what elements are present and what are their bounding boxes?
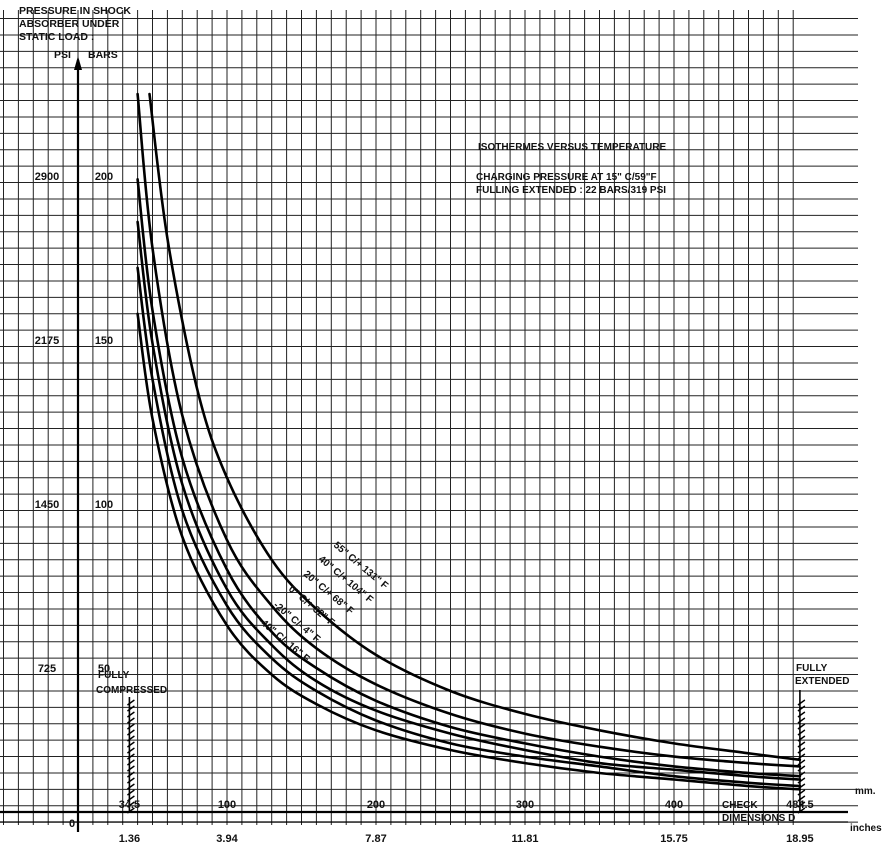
fully-extended-hatch bbox=[797, 801, 806, 808]
x-axis-title-line-2: DIMENSIONS D bbox=[722, 813, 795, 824]
fully-compressed-label-line-1: FULLY bbox=[98, 670, 130, 681]
x-tick-label-inches: 7.87 bbox=[365, 833, 386, 845]
fully-compressed-hatch bbox=[126, 741, 135, 748]
fully-compressed-hatch bbox=[126, 711, 135, 718]
fully-extended-pressure-note: FULLING EXTENDED : 22 BARS/319 PSI bbox=[476, 185, 666, 196]
y-tick-label-psi: 2900 bbox=[35, 171, 59, 183]
x-tick-label-mm: 34.5 bbox=[119, 799, 140, 811]
fully-extended-hatch bbox=[797, 789, 806, 796]
fully-compressed-hatch bbox=[126, 789, 135, 796]
isotherm-curve-5 bbox=[136, 266, 802, 788]
series-labels: 55" C/+ 131" F40" C/+ 104" F20" C/+ 68" … bbox=[256, 540, 390, 665]
y-tick-label-bars: 150 bbox=[95, 335, 113, 347]
fully-compressed-hatch bbox=[126, 723, 135, 730]
chart-axes bbox=[0, 56, 848, 832]
fully-compressed-hatch bbox=[126, 801, 135, 808]
x-tick-label-mm: 300 bbox=[516, 799, 534, 811]
fully-extended-hatch bbox=[797, 711, 806, 718]
isotherm-curve-1 bbox=[148, 92, 802, 762]
x-origin-label: 0 bbox=[69, 818, 75, 830]
y-axis-title-line-3: STATIC LOAD : bbox=[19, 31, 94, 43]
fully-extended-hatch bbox=[797, 729, 806, 736]
fully-extended-hatch bbox=[797, 747, 806, 754]
fully-extended-hatch bbox=[797, 759, 806, 766]
tick-labels: 200290015021751001450507258034.510020030… bbox=[35, 171, 814, 845]
isotherm-curve-3 bbox=[136, 178, 802, 778]
fully-compressed-hatch bbox=[126, 705, 135, 712]
x-unit-inches: inches bbox=[850, 823, 882, 834]
fully-extended-hatch bbox=[797, 717, 806, 724]
isotherm-curve-2 bbox=[136, 92, 802, 768]
fully-extended-hatch bbox=[797, 735, 806, 742]
fully-extended-label-line-2: EXTENDED bbox=[795, 676, 849, 687]
fully-extended-hatch bbox=[797, 771, 806, 778]
fully-extended-hatch bbox=[797, 795, 806, 802]
y-axis-title-line-1: PRESSURE IN SHOCK bbox=[19, 5, 131, 17]
x-tick-label-mm: 200 bbox=[367, 799, 385, 811]
fully-compressed-hatch bbox=[126, 747, 135, 754]
fully-compressed-hatch bbox=[126, 699, 135, 706]
fully-extended-hatch bbox=[797, 753, 806, 760]
y-tick-label-psi: 725 bbox=[38, 663, 56, 675]
x-tick-label-inches: 1.36 bbox=[119, 833, 140, 845]
x-tick-label-inches: 11.81 bbox=[512, 833, 539, 845]
chart-title-annotation: ISOTHERMES VERSUS TEMPERATURE bbox=[478, 142, 666, 153]
x-tick-label-mm: 484.5 bbox=[786, 799, 814, 811]
x-tick-label-inches: 18.95 bbox=[786, 833, 814, 845]
y-unit-psi: PSI bbox=[54, 49, 71, 61]
fully-extended-hatch bbox=[797, 723, 806, 730]
y-tick-label-bars: 50 bbox=[98, 663, 110, 675]
isotherm-curve-4 bbox=[136, 220, 802, 781]
x-unit-mm: mm. bbox=[855, 786, 876, 797]
fully-compressed-hatch bbox=[126, 771, 135, 778]
fully-extended-hatch bbox=[797, 705, 806, 712]
y-axis-title-line-2: ABSORBER UNDER bbox=[19, 18, 120, 30]
y-unit-bars: BARS bbox=[88, 49, 118, 61]
fully-compressed-hatch bbox=[126, 765, 135, 772]
fully-compressed-hatch bbox=[126, 717, 135, 724]
isotherm-curve-6 bbox=[136, 312, 802, 791]
chart-labels: PRESSURE IN SHOCK ABSORBER UNDER STATIC … bbox=[19, 5, 882, 834]
isotherm-curves bbox=[136, 92, 802, 791]
fully-compressed-hatch bbox=[126, 753, 135, 760]
series-label-2: 40" C/+ 104" F bbox=[316, 554, 375, 606]
x-tick-label-inches: 15.75 bbox=[660, 833, 688, 845]
fully-extended-label-line-1: FULLY bbox=[796, 663, 828, 674]
fully-compressed-hatch bbox=[126, 759, 135, 766]
fully-compressed-hatch bbox=[126, 807, 135, 814]
y-tick-label-psi: 1450 bbox=[35, 499, 59, 511]
y-tick-label-bars: 100 bbox=[95, 499, 113, 511]
fully-compressed-label-line-2: COMPRESSED bbox=[96, 685, 167, 696]
fully-extended-hatch bbox=[797, 765, 806, 772]
fully-compressed-hatch bbox=[126, 735, 135, 742]
y-tick-label-bars: 200 bbox=[95, 171, 113, 183]
fully-compressed-hatch bbox=[126, 777, 135, 784]
fully-compressed-hatch bbox=[126, 795, 135, 802]
charging-pressure-note: CHARGING PRESSURE AT 15" C/59"F bbox=[476, 172, 657, 183]
x-tick-label-mm: 100 bbox=[218, 799, 236, 811]
x-tick-label-inches: 3.94 bbox=[216, 833, 238, 845]
fully-extended-hatch bbox=[797, 741, 806, 748]
end-stop-hatches bbox=[126, 690, 806, 814]
fully-extended-hatch bbox=[797, 777, 806, 784]
y-axis-arrowhead bbox=[74, 56, 82, 70]
fully-compressed-hatch bbox=[126, 729, 135, 736]
fully-compressed-hatch bbox=[126, 783, 135, 790]
y-tick-label-psi: 2175 bbox=[35, 335, 59, 347]
x-tick-label-mm: 400 bbox=[665, 799, 683, 811]
fully-extended-hatch bbox=[797, 699, 806, 706]
fully-extended-hatch bbox=[797, 807, 806, 814]
x-axis-title-line-1: CHECK bbox=[722, 800, 758, 811]
fully-extended-hatch bbox=[797, 783, 806, 790]
